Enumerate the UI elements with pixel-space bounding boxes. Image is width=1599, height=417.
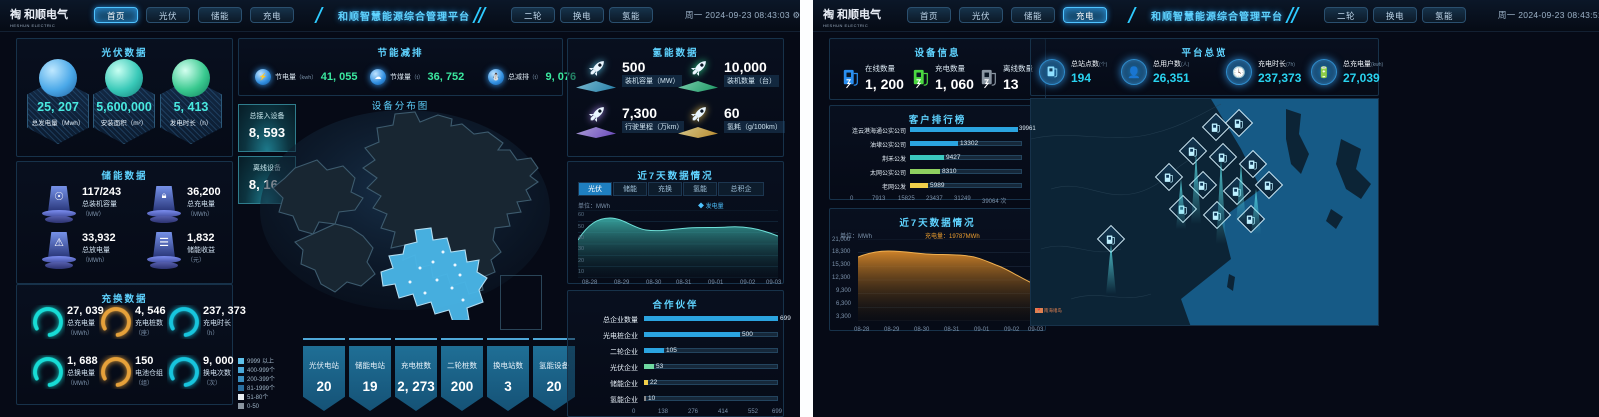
svg-text:50: 50 (578, 224, 584, 230)
svg-text:40: 40 (578, 235, 584, 241)
svg-text:30: 30 (578, 246, 584, 252)
svg-text:20: 20 (578, 258, 584, 264)
svg-text:60: 60 (578, 212, 584, 218)
svg-text:10: 10 (578, 269, 584, 275)
